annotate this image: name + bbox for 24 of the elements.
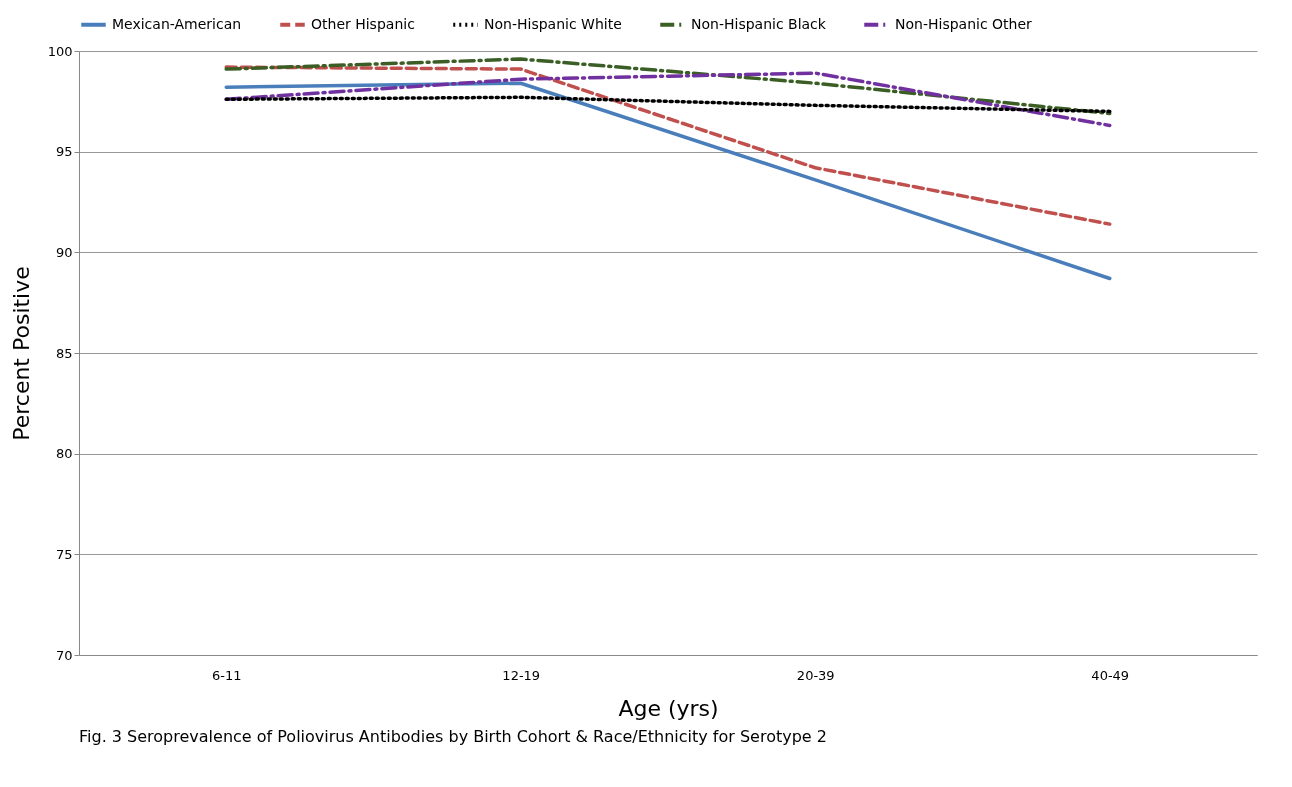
line-series — [224, 95, 1112, 114]
legend-label: Non-Hispanic Black — [691, 15, 827, 32]
legend-label: Other Hispanic — [311, 15, 415, 32]
legend-label: Non-Hispanic Other — [895, 15, 1033, 32]
x-tick-label: 20-39 — [796, 667, 835, 683]
y-tick-label: 95 — [55, 144, 73, 160]
y-tick-label: 80 — [55, 446, 73, 462]
y-axis-title: Percent Positive — [8, 266, 34, 441]
text: Fig. 3 Seroprevalence of Poliovirus Antibodies by Birth Cohort & Race/Ethnicity for Serotype 2 — [79, 727, 827, 746]
x-tick-label: 6-11 — [211, 667, 242, 683]
y-tick-label: 85 — [55, 345, 73, 361]
line-series — [224, 81, 1112, 281]
line-series — [224, 65, 1112, 226]
y-tick-label: 90 — [55, 244, 73, 260]
y-tick-label: 100 — [47, 43, 73, 59]
legend-label: Mexican-American — [112, 15, 242, 32]
y-tick-label: 75 — [55, 546, 73, 562]
x-tick-label: 12-19 — [502, 667, 541, 683]
legend-label: Non-Hispanic White — [484, 15, 622, 32]
line-series — [224, 57, 1112, 116]
y-tick-label: 70 — [55, 647, 73, 663]
x-axis-title: Age (yrs) — [618, 695, 719, 721]
line-series — [224, 71, 1112, 128]
x-tick-label: 40-49 — [1091, 667, 1130, 683]
